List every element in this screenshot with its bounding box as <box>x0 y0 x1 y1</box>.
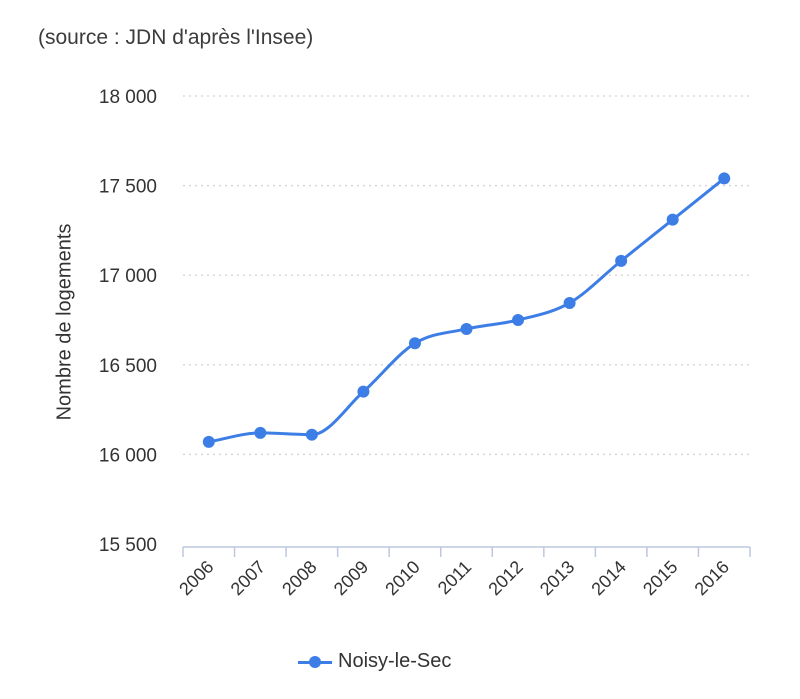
x-tick-label: 2012 <box>484 557 526 599</box>
data-point-2012[interactable] <box>512 314 525 326</box>
x-tick-label: 2011 <box>434 557 476 599</box>
y-tick-label: 17 000 <box>99 266 157 287</box>
x-tick-label: 2009 <box>330 557 372 599</box>
legend[interactable]: Noisy-le-Sec <box>298 650 451 673</box>
y-tick-label: 15 500 <box>99 535 157 556</box>
data-point-2008[interactable] <box>305 428 318 441</box>
x-tick-label: 2006 <box>175 557 217 599</box>
y-tick-label: 18 000 <box>99 87 157 108</box>
data-point-2009[interactable] <box>357 385 370 398</box>
y-tick-labels: 15 500 16 000 16 500 17 000 17 500 18 000 <box>99 87 157 556</box>
data-point-2006[interactable] <box>202 435 215 448</box>
data-point-2007[interactable] <box>254 426 267 439</box>
data-point-2011[interactable] <box>460 322 473 335</box>
x-tick-label: 2007 <box>227 557 269 599</box>
source-note: (source : JDN d'après l'Insee) <box>38 26 314 49</box>
data-point-2015[interactable] <box>666 213 679 226</box>
x-tick-label: 2010 <box>381 557 423 599</box>
x-tick-label: 2016 <box>691 557 733 599</box>
y-tick-label: 16 500 <box>99 356 157 377</box>
series-points <box>202 172 731 448</box>
data-point-2010[interactable] <box>408 337 421 350</box>
legend-line-marker-icon <box>298 655 332 669</box>
data-point-2013[interactable] <box>563 296 576 309</box>
data-point-2016[interactable] <box>718 172 731 185</box>
series-line-noisy-le-sec <box>208 177 726 444</box>
x-tick-label: 2013 <box>536 557 578 599</box>
x-tick-label: 2008 <box>278 557 320 599</box>
x-tick-label: 2015 <box>639 557 681 599</box>
x-tick-label: 2014 <box>588 557 630 599</box>
data-point-2014[interactable] <box>615 254 628 267</box>
y-tick-label: 17 500 <box>99 177 157 198</box>
x-tick-labels: 2006 2007 2008 2009 2010 2011 2012 2013 2014 2015… <box>175 557 733 599</box>
x-axis <box>182 546 751 557</box>
legend-label: Noisy-le-Sec <box>338 650 452 672</box>
grid-lines <box>183 95 750 456</box>
y-tick-label: 16 000 <box>99 445 157 466</box>
